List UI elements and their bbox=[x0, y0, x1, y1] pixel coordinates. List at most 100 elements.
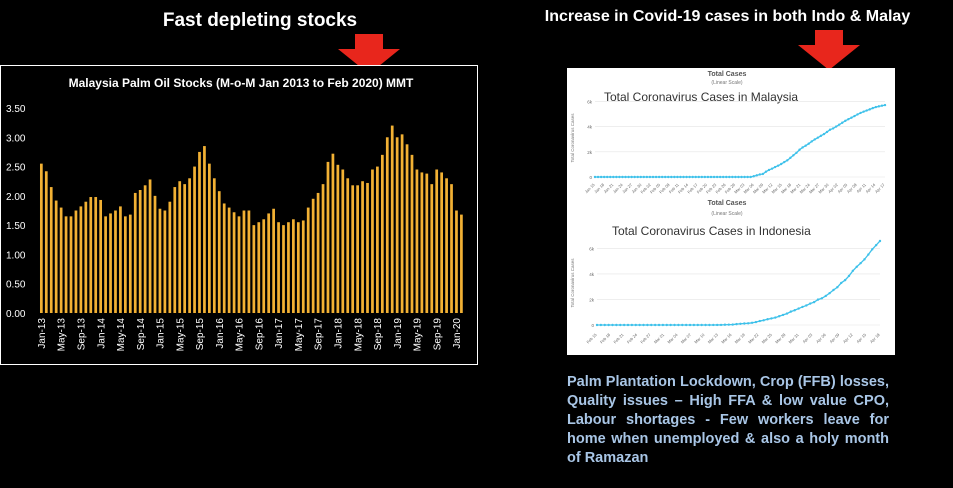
bar bbox=[331, 153, 335, 313]
data-point bbox=[688, 323, 692, 327]
bar bbox=[39, 163, 43, 313]
bar bbox=[247, 210, 251, 313]
indonesia-covid-chart: Total Cases (Linear Scale) Total Coronav… bbox=[567, 195, 895, 355]
data-point bbox=[646, 323, 649, 327]
y-tick-label: 0 bbox=[591, 323, 594, 328]
x-tick-label: Jan-17 bbox=[274, 318, 285, 349]
x-tick-label: May-15 bbox=[175, 318, 186, 352]
data-point bbox=[728, 175, 731, 179]
bar bbox=[168, 201, 172, 313]
data-point bbox=[773, 165, 777, 169]
bar bbox=[148, 179, 152, 313]
bar bbox=[292, 219, 295, 313]
data-point bbox=[841, 121, 844, 124]
left-down-arrow-icon bbox=[338, 34, 400, 74]
data-point bbox=[703, 175, 707, 179]
data-point bbox=[878, 239, 882, 243]
bar bbox=[371, 169, 374, 313]
data-point bbox=[704, 323, 707, 327]
bar bbox=[227, 207, 231, 313]
data-point bbox=[611, 323, 614, 327]
data-point bbox=[844, 119, 847, 123]
bar bbox=[178, 181, 182, 313]
bar bbox=[282, 225, 285, 313]
y-tick-label: 2.00 bbox=[6, 192, 26, 203]
data-point bbox=[650, 323, 653, 327]
bar bbox=[316, 192, 320, 313]
data-point bbox=[706, 175, 710, 179]
data-point bbox=[789, 156, 792, 160]
data-point bbox=[715, 323, 719, 327]
x-tick-label: Jan-18 bbox=[334, 318, 345, 349]
right-heading: Increase in Covid-19 cases in both Indo … bbox=[544, 8, 911, 25]
data-point bbox=[862, 110, 865, 113]
data-point bbox=[834, 125, 838, 128]
data-point bbox=[836, 286, 839, 289]
data-point bbox=[621, 175, 624, 179]
x-tick-label: Mar 07 bbox=[680, 332, 693, 345]
bar bbox=[321, 184, 325, 313]
cases-line bbox=[595, 104, 886, 178]
data-point bbox=[770, 317, 773, 320]
x-tick-label: Mar 01 bbox=[653, 332, 666, 345]
data-point bbox=[731, 323, 734, 326]
data-point bbox=[673, 323, 676, 327]
data-point bbox=[776, 164, 780, 167]
data-point bbox=[691, 175, 694, 179]
data-point bbox=[743, 175, 746, 179]
data-point bbox=[874, 243, 878, 247]
x-tick-label: Jan-15 bbox=[156, 318, 167, 349]
data-point bbox=[832, 288, 835, 292]
data-point bbox=[633, 175, 636, 179]
data-point bbox=[793, 309, 796, 312]
data-point bbox=[648, 175, 652, 179]
data-point bbox=[727, 323, 731, 326]
bar bbox=[430, 184, 434, 313]
x-tick-label: Mar 31 bbox=[787, 332, 800, 345]
bar bbox=[356, 185, 359, 313]
data-point bbox=[599, 175, 603, 179]
x-tick-label: Apr 12 bbox=[842, 332, 854, 344]
bar bbox=[99, 199, 103, 313]
data-point bbox=[645, 175, 649, 179]
data-point bbox=[595, 323, 599, 327]
data-point bbox=[599, 323, 603, 327]
data-point bbox=[805, 304, 808, 307]
data-point bbox=[679, 175, 682, 179]
data-point bbox=[766, 318, 769, 321]
data-point bbox=[692, 323, 696, 327]
data-point bbox=[783, 160, 786, 164]
data-point bbox=[813, 138, 816, 141]
x-tick-label: Sep-16 bbox=[254, 318, 265, 351]
y-tick-label: 1.00 bbox=[6, 250, 26, 261]
bar bbox=[420, 172, 424, 313]
id-chart-annotation: Total Coronavirus Cases in Indonesia bbox=[612, 224, 811, 238]
data-point bbox=[603, 323, 606, 327]
data-point bbox=[840, 281, 843, 285]
data-point bbox=[609, 175, 612, 179]
data-point bbox=[593, 175, 597, 179]
bar bbox=[455, 210, 458, 313]
data-point bbox=[785, 312, 789, 315]
data-point bbox=[812, 300, 816, 304]
data-point bbox=[669, 323, 672, 327]
bar bbox=[296, 222, 300, 313]
data-point bbox=[606, 175, 609, 179]
data-point bbox=[859, 261, 862, 265]
bar bbox=[262, 219, 266, 313]
bar bbox=[306, 207, 310, 313]
my-y-axis-label: Total Coronavirus Cases bbox=[570, 113, 575, 163]
bar bbox=[104, 216, 107, 313]
data-point bbox=[653, 323, 657, 327]
data-point bbox=[820, 297, 824, 300]
bar bbox=[257, 222, 261, 313]
bar bbox=[198, 151, 201, 313]
data-point bbox=[789, 310, 793, 313]
x-tick-label: Feb 15 bbox=[585, 332, 598, 345]
bar bbox=[395, 137, 399, 313]
data-point bbox=[853, 114, 856, 118]
bar bbox=[49, 187, 53, 313]
bar bbox=[54, 200, 58, 313]
bar bbox=[119, 206, 122, 313]
data-point bbox=[828, 128, 832, 131]
